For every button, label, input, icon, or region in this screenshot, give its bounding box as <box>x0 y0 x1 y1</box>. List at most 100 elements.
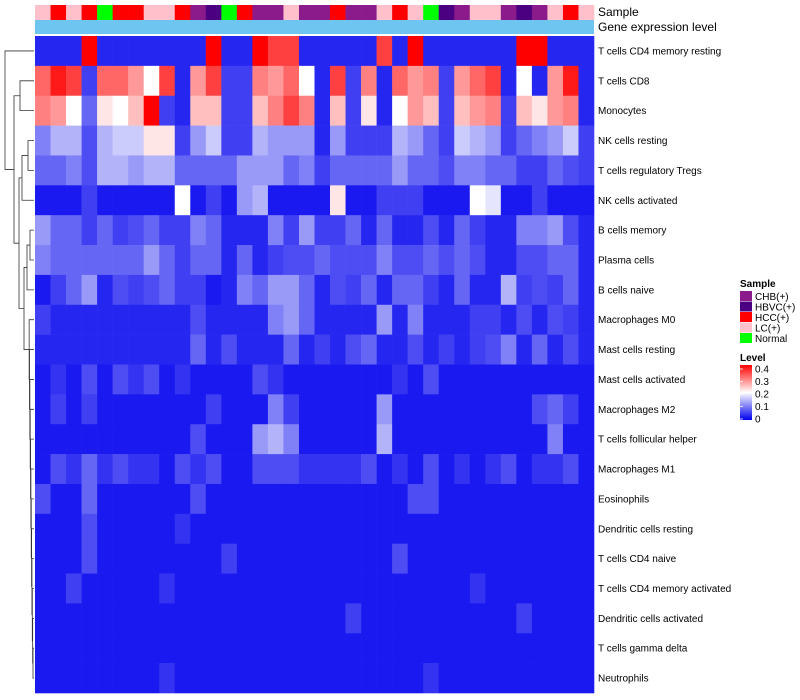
heatmap-cell <box>66 573 82 604</box>
heatmap-cell <box>314 483 331 515</box>
heatmap-cell <box>97 65 113 97</box>
heatmap-cell <box>516 633 533 664</box>
heatmap-cell <box>50 125 67 156</box>
heatmap-cell <box>236 334 253 365</box>
heatmap-cell <box>392 663 408 694</box>
heatmap-cell <box>35 334 51 365</box>
heatmap-cell <box>190 663 207 694</box>
heatmap-cell <box>407 513 424 544</box>
heatmap-cell <box>423 215 440 246</box>
legend-label: LC(+) <box>755 324 780 335</box>
heatmap-cell <box>81 424 98 455</box>
heatmap-cell <box>174 364 191 395</box>
sample-annotation-cell <box>252 5 269 20</box>
heatmap-cell <box>66 633 82 664</box>
heatmap-cell <box>128 215 144 246</box>
heatmap-cell <box>407 185 424 216</box>
heatmap-cell <box>361 36 377 67</box>
heatmap-cell <box>407 424 424 455</box>
heatmap-cell <box>361 155 377 186</box>
heatmap-cell <box>345 513 362 544</box>
heatmap-cell <box>112 663 129 694</box>
heatmap-cell <box>485 185 502 216</box>
heatmap-cell <box>205 513 222 544</box>
heatmap-cell <box>376 125 393 156</box>
heatmap-cell <box>159 65 176 97</box>
heatmap-cell <box>485 424 502 455</box>
heatmap-cell <box>531 95 548 126</box>
heatmap-cell <box>330 155 346 186</box>
heatmap-cell <box>283 543 300 574</box>
heatmap-cell <box>35 36 51 67</box>
heatmap-cell <box>35 364 51 395</box>
heatmap-cell <box>578 304 595 335</box>
heatmap-cell <box>454 304 471 335</box>
heatmap-cell <box>190 65 207 97</box>
heatmap-cell <box>423 334 440 365</box>
heatmap-cell <box>454 334 471 365</box>
heatmap-cell <box>236 36 253 67</box>
heatmap-cell <box>392 65 408 97</box>
heatmap-cell <box>205 424 222 455</box>
heatmap-cell <box>345 424 362 455</box>
heatmap-cell <box>252 573 269 604</box>
heatmap-cell <box>298 483 315 515</box>
heatmap-cell <box>267 364 284 395</box>
heatmap-cell <box>112 603 129 634</box>
heatmap-cell <box>516 65 533 97</box>
heatmap-cell <box>562 364 579 395</box>
heatmap-cell <box>174 424 191 455</box>
heatmap-cell <box>221 513 238 544</box>
heatmap-cell <box>547 633 564 664</box>
heatmap-cell <box>50 454 67 485</box>
heatmap-cell <box>283 125 300 156</box>
heatmap-cell <box>361 304 377 335</box>
heatmap-cell <box>97 334 113 365</box>
heatmap-cell <box>562 513 579 544</box>
heatmap-cell <box>159 274 176 306</box>
heatmap-cell <box>547 95 564 126</box>
heatmap-cell <box>454 95 471 126</box>
heatmap-cell <box>97 513 113 544</box>
heatmap-cell <box>252 185 269 216</box>
heatmap-cell <box>500 364 517 395</box>
heatmap-cell <box>50 215 67 246</box>
heatmap-cell <box>205 95 222 126</box>
heatmap-cell <box>112 633 129 664</box>
sample-annotation-cell <box>345 5 362 20</box>
heatmap-cell <box>190 125 207 156</box>
heatmap-cell <box>500 573 517 604</box>
legend-label: HBVC(+) <box>755 303 795 314</box>
heatmap-cell <box>128 304 144 335</box>
row-label: Mast cells activated <box>598 375 685 386</box>
row-label: Macrophages M2 <box>598 405 676 416</box>
heatmap-cell <box>531 36 548 67</box>
heatmap-cell <box>97 454 113 485</box>
heatmap-cell <box>345 454 362 485</box>
level-tick-label: 0.3 <box>755 377 769 388</box>
row-label: Eosinophils <box>598 494 649 505</box>
heatmap-cell <box>128 274 144 306</box>
heatmap-cell <box>143 245 160 276</box>
heatmap-cell <box>454 394 471 425</box>
heatmap-cell <box>562 36 579 67</box>
heatmap-cell <box>469 424 486 455</box>
heatmap-cell <box>454 245 471 276</box>
heatmap-cell <box>97 36 113 67</box>
heatmap-cell <box>578 155 595 186</box>
heatmap-cell <box>252 215 269 246</box>
heatmap-cell <box>50 185 67 216</box>
heatmap-cell <box>376 155 393 186</box>
heatmap-cell <box>190 185 207 216</box>
heatmap-cell <box>562 424 579 455</box>
heatmap-cell <box>485 543 502 574</box>
heatmap-cell <box>469 483 486 515</box>
heatmap-cell <box>516 603 533 634</box>
heatmap-cell <box>143 513 160 544</box>
heatmap-cell <box>112 245 129 276</box>
heatmap-cell <box>469 36 486 67</box>
heatmap-cell <box>578 633 595 664</box>
heatmap-cell <box>547 603 564 634</box>
heatmap-cell <box>407 125 424 156</box>
heatmap-cell <box>361 543 377 574</box>
